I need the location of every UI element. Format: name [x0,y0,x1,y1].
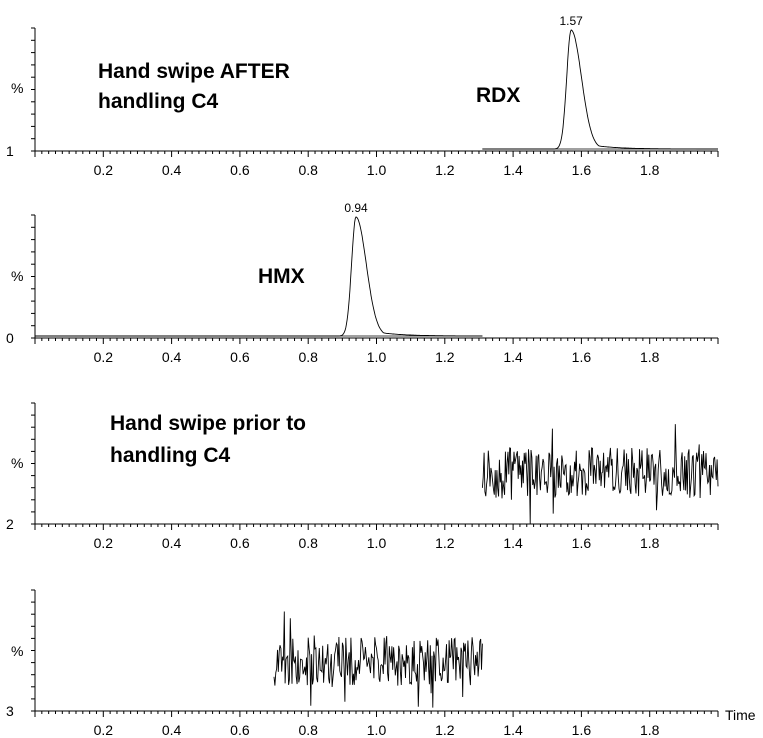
x-tick-label: 0.6 [230,722,250,738]
x-tick-label: 0.8 [298,162,318,178]
x-tick-label: 0.8 [298,349,318,365]
chart-panel-3: 0.2 0.4 0.6 0.8 1.0 1.2 1.4 1.6 1.8% 2 Hand swipe … [6,402,719,551]
trace-number-label: 1 [6,143,14,159]
chart-panel-2: 0.2 0.4 0.6 0.8 1.0 1.2 1.4 1.6 1.8% 0 0.94 HMX [6,201,719,365]
x-tick-label: 1.8 [640,722,660,738]
x-tick-label: 0.6 [230,535,250,551]
trace-line [481,424,719,524]
x-tick-label: 0.4 [162,162,182,178]
y-axis-label: % [11,80,23,96]
y-axis-label: % [11,643,23,659]
x-tick-label: 1.0 [367,722,387,738]
peak-label: 0.94 [344,201,368,215]
x-tick-label: 0.6 [230,349,250,365]
x-tick-label: 0.8 [298,535,318,551]
x-tick-label: 1.6 [572,349,592,365]
x-tick-label: 1.0 [367,349,387,365]
x-tick-label: 1.2 [435,349,455,365]
x-tick-label: 1.4 [503,535,523,551]
trace-number-label: 2 [6,516,14,532]
x-tick-label: 1.8 [640,162,660,178]
x-tick-label: 0.4 [162,535,182,551]
annotation-text: HMX [258,265,305,288]
x-tick-label: 1.6 [572,162,592,178]
annotation-text: Hand swipe prior to [110,412,306,435]
x-tick-label: 0.2 [94,535,114,551]
trace-line [273,611,483,708]
x-tick-label: 1.2 [435,722,455,738]
x-tick-label: 0.2 [94,722,114,738]
x-tick-label: 0.8 [298,722,318,738]
x-tick-label: 0.2 [94,162,114,178]
x-tick-label: 0.4 [162,722,182,738]
annotation-text: RDX [476,84,520,107]
y-axis-label: % [11,268,23,284]
x-tick-label: 1.0 [367,162,387,178]
trace-number-label: 0 [6,330,14,346]
x-tick-label: 1.8 [640,349,660,365]
x-tick-label: 0.4 [162,349,182,365]
x-tick-label: 0.2 [94,349,114,365]
annotation-text: handling C4 [110,444,230,467]
x-tick-label: 1.2 [435,162,455,178]
chart-panel-4: 0.2 0.4 0.6 0.8 1.0 1.2 1.4 1.6 1.8% 3 Time [6,589,756,738]
x-tick-label: 1.6 [572,722,592,738]
x-tick-label: 1.8 [640,535,660,551]
annotation-text: handling C4 [98,90,218,113]
x-tick-label: 1.4 [503,722,523,738]
x-tick-label: 1.6 [572,535,592,551]
x-tick-label: 1.2 [435,535,455,551]
chart-panel-1: 0.2 0.4 0.6 0.8 1.0 1.2 1.4 1.6 1.8% 1 1.57 Hand sw… [6,14,719,178]
x-tick-label: 1.4 [503,162,523,178]
x-tick-label: 1.4 [503,349,523,365]
x-tick-label: 0.6 [230,162,250,178]
peak-label: 1.57 [559,14,583,28]
x-axis-label: Time [725,707,756,723]
annotation-text: Hand swipe AFTER [98,60,290,83]
x-tick-label: 1.0 [367,535,387,551]
y-axis-label: % [11,455,23,471]
trace-number-label: 3 [6,703,14,719]
